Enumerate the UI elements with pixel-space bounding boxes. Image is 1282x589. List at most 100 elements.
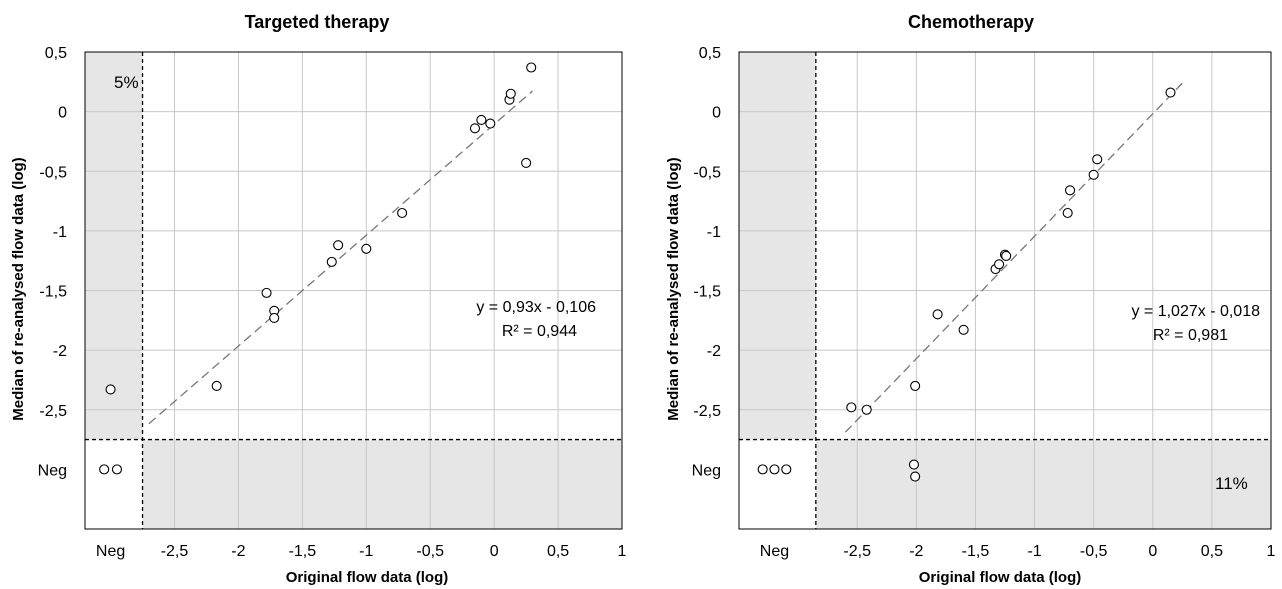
x-tick-label: -1,5 [289, 543, 317, 560]
r-squared-label: R² = 0,944 [502, 323, 577, 340]
chart-title: Targeted therapy [245, 12, 390, 32]
data-point [1092, 154, 1103, 165]
x-axis-title: Original flow data (log) [286, 569, 449, 586]
shaded-regions [739, 52, 1271, 529]
chemotherapy-panel: Neg -2,5 -2 -1,5 -1 -0,5 0 0,5 1 0,5 0 -0,5 -1 -1,5 -… [665, 12, 1276, 586]
plot-border [738, 51, 1272, 530]
x-tick-label: -0,5 [416, 543, 444, 560]
x-tick-label: -0,5 [1080, 543, 1108, 560]
shaded-region-top-left [739, 52, 816, 440]
regression-equation: y = 1,027x - 0,018 [1131, 303, 1260, 320]
y-tick-label: -0,5 [693, 164, 721, 181]
data-point [521, 157, 532, 168]
data-point [932, 309, 943, 320]
y-tick-label: 0 [58, 105, 67, 122]
trendline-path [844, 82, 1183, 433]
y-tick-labels: 0,5 0 -0,5 -1 -1,5 -2 -2,5 Neg [38, 45, 67, 479]
data-point [910, 471, 921, 482]
r-squared-label: R² = 0,981 [1153, 327, 1228, 344]
data-point [505, 88, 516, 99]
x-tick-label: 0,5 [1201, 543, 1223, 560]
x-tick-label: 0,5 [547, 543, 569, 560]
threshold-lines [739, 52, 1271, 529]
data-point [333, 240, 344, 251]
data-point [1165, 87, 1176, 98]
data-point [476, 114, 487, 126]
x-tick-labels: Neg -2,5 -2 -1,5 -1 -0,5 0 0,5 1 [96, 543, 627, 560]
x-tick-label: -1 [359, 543, 373, 560]
data-point [1001, 250, 1012, 261]
region-percentage-label: 11% [1215, 474, 1248, 493]
x-tick-label: -1,5 [962, 543, 990, 560]
data-point [1064, 185, 1076, 196]
y-tick-label: Neg [38, 462, 67, 479]
shaded-region-bottom-right [142, 439, 623, 529]
y-tick-label: -2,5 [39, 403, 67, 420]
x-tick-label: -2,5 [843, 543, 871, 560]
x-tick-label: Neg [96, 543, 125, 560]
data-point [211, 380, 222, 391]
data-point [994, 259, 1005, 270]
y-tick-label: -2 [53, 343, 67, 360]
y-tick-label: Neg [692, 462, 721, 479]
data-point [485, 118, 496, 129]
data-point [105, 384, 116, 395]
grid-lines [738, 51, 1272, 530]
grid-lines [84, 51, 623, 530]
y-tick-label: 0,5 [45, 45, 67, 62]
x-tick-label: 1 [618, 543, 627, 560]
y-tick-label: -2,5 [693, 403, 721, 420]
data-point [846, 402, 857, 413]
x-tick-label: Neg [760, 543, 789, 560]
y-tick-label: -1 [707, 224, 721, 241]
data-point [910, 380, 921, 391]
x-tick-label: 0 [1148, 543, 1157, 560]
shaded-region-bottom-right [815, 439, 1271, 529]
y-tick-label: 0,5 [699, 45, 721, 62]
x-axis-title: Original flow data (log) [919, 569, 1082, 586]
x-tick-label: 1 [1267, 543, 1276, 560]
trendline-path [148, 90, 533, 425]
x-tick-labels: Neg -2,5 -2 -1,5 -1 -0,5 0 0,5 1 [760, 543, 1276, 560]
data-point [99, 464, 110, 475]
x-tick-label: 0 [490, 543, 499, 560]
data-point [269, 312, 280, 323]
data-point [111, 464, 123, 475]
data-point [861, 404, 872, 415]
x-tick-label: -2 [909, 543, 923, 560]
threshold-lines [85, 52, 622, 529]
regression-equation: y = 0,93x - 0,106 [476, 299, 596, 316]
plot-border [84, 51, 623, 530]
y-tick-label: 0 [712, 105, 721, 122]
y-tick-label: -2 [707, 343, 721, 360]
data-point [1088, 169, 1099, 180]
data-points [757, 87, 1176, 482]
x-tick-label: -2,5 [161, 543, 189, 560]
y-tick-labels: 0,5 0 -0,5 -1 -1,5 -2 -2,5 Neg [692, 45, 721, 479]
data-point [1062, 207, 1073, 219]
x-tick-label: -2 [231, 543, 245, 560]
data-point [326, 256, 337, 267]
trendline [844, 82, 1183, 433]
data-point [397, 207, 408, 219]
y-tick-label: -1,5 [693, 284, 721, 301]
data-point [261, 287, 272, 298]
data-points [99, 62, 537, 475]
y-axis-title: Median of re-analysed flow data (log) [10, 157, 27, 420]
trendline [148, 90, 533, 425]
data-point [958, 324, 969, 335]
targeted-therapy-panel: Neg -2,5 -2 -1,5 -1 -0,5 0 0,5 1 0,5 0 -0,5 -1 -1,5 -… [10, 12, 627, 586]
y-axis-title: Median of re-analysed flow data (log) [665, 157, 682, 420]
data-point [361, 243, 372, 254]
y-tick-label: -1,5 [39, 284, 67, 301]
y-tick-label: -0,5 [39, 164, 67, 181]
data-point [769, 464, 780, 475]
y-tick-label: -1 [53, 224, 67, 241]
data-point [757, 464, 768, 475]
shaded-region-top-left [85, 52, 143, 440]
data-point [526, 62, 537, 73]
region-percentage-label: 5% [114, 73, 139, 92]
shaded-regions [85, 52, 623, 529]
data-point [781, 464, 792, 475]
